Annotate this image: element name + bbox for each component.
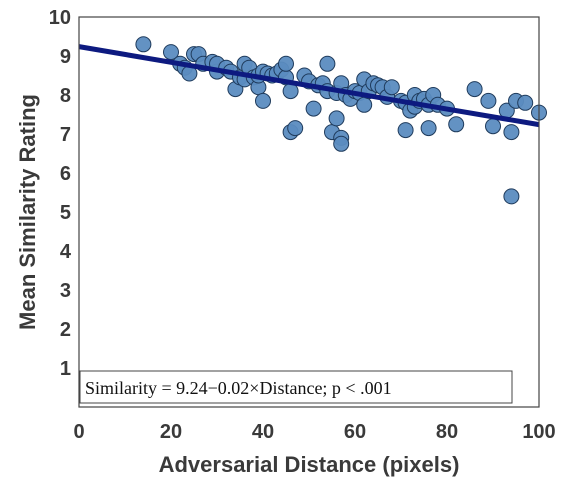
x-axis-title: Adversarial Distance (pixels): [159, 452, 460, 477]
data-point-75: [503, 124, 520, 141]
data-point-28: [278, 55, 294, 72]
y-tick-label-7: 7: [60, 124, 71, 146]
y-tick-label-5: 5: [60, 202, 71, 224]
data-point-71: [466, 81, 483, 98]
y-tick-label-1: 1: [60, 358, 71, 380]
data-point-58: [397, 122, 414, 139]
data-point-66: [420, 120, 437, 137]
y-tick-label-3: 3: [60, 280, 71, 302]
x-tick-label-60: 60: [344, 421, 366, 443]
y-axis-title: Mean Similarity Rating: [15, 94, 40, 330]
x-tick-label-40: 40: [252, 421, 274, 443]
data-point-44: [333, 135, 350, 152]
plot-area: [78, 36, 547, 205]
data-point-1: [163, 44, 179, 61]
data-point-0: [135, 36, 152, 53]
x-tick-label-80: 80: [436, 421, 458, 443]
x-tick-label-20: 20: [160, 421, 182, 443]
y-tick-label-8: 8: [60, 85, 71, 107]
data-point-56: [383, 79, 400, 96]
axis-ticks: 0 20 40 60 80 100 1 2 3 4 5 6 7 8 9 10: [49, 7, 556, 443]
data-point-73: [485, 118, 501, 135]
data-point-76: [503, 188, 520, 205]
data-point-40: [328, 110, 345, 127]
data-point-50: [356, 96, 373, 113]
data-point-21: [255, 92, 271, 109]
y-tick-label-4: 4: [60, 241, 72, 263]
x-tick-label-100: 100: [522, 421, 555, 443]
regression-annotation: Similarity = 9.24−0.02×Distance; p < .00…: [79, 370, 513, 404]
y-tick-label-2: 2: [60, 319, 71, 341]
data-point-34: [305, 100, 322, 117]
annotation-text: Similarity = 9.24−0.02×Distance; p < .00…: [85, 378, 392, 398]
y-tick-label-6: 6: [60, 163, 71, 185]
data-point-72: [480, 92, 497, 109]
plot-frame: [78, 16, 540, 408]
x-tick-label-0: 0: [73, 421, 84, 443]
data-point-31: [287, 120, 304, 137]
y-tick-label-9: 9: [60, 46, 71, 68]
data-point-70: [448, 116, 465, 133]
regression-line: [78, 44, 540, 128]
data-point-78: [517, 94, 534, 111]
y-tick-label-10: 10: [49, 7, 71, 29]
data-point-38: [319, 55, 336, 72]
annotation-box: [79, 370, 513, 404]
